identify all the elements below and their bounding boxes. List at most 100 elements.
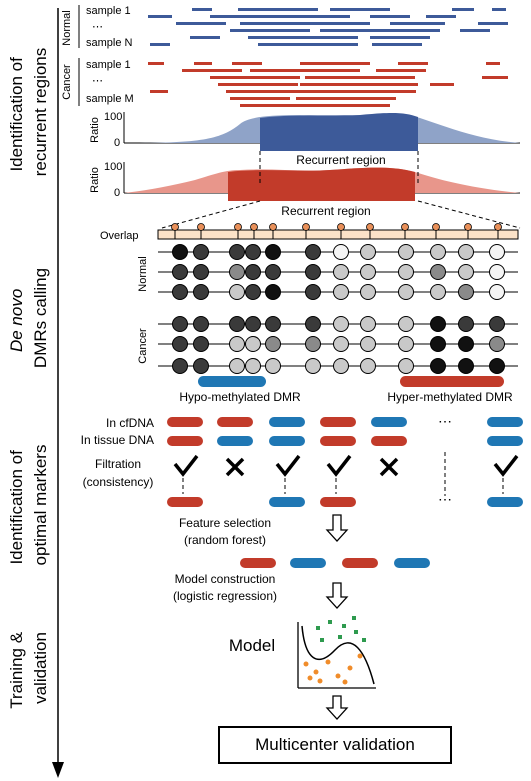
overlap-pin-head <box>366 223 374 231</box>
cancer-recurrent-fill <box>228 167 415 193</box>
cpg-site <box>458 244 474 260</box>
cancer-read <box>296 97 396 100</box>
check-icon <box>326 454 352 477</box>
cpg-site <box>245 336 261 352</box>
normal-recurrent-fill <box>260 112 418 143</box>
cancer-read <box>430 83 454 86</box>
kept-marker <box>487 497 523 507</box>
normal-read <box>258 43 358 46</box>
cpg-site <box>489 336 505 352</box>
normal-reads <box>148 8 508 46</box>
cancer-read <box>486 62 500 65</box>
cfdna-marker <box>371 417 407 427</box>
cancer-read <box>300 83 418 86</box>
cpg-site <box>265 336 281 352</box>
normal-ratio-label: Ratio <box>89 117 101 143</box>
cpg-site <box>489 264 505 280</box>
cpg-site <box>305 284 321 300</box>
tissue-marker <box>320 436 356 446</box>
selected-marker <box>394 558 430 568</box>
model-point-orange <box>342 679 348 685</box>
model-point-green <box>352 616 356 620</box>
model-point-green <box>338 635 342 639</box>
cpg-site <box>333 284 349 300</box>
cancer-read <box>240 104 390 107</box>
model-label: Model <box>229 636 275 655</box>
check-icon <box>173 454 199 477</box>
cross-icon <box>379 457 399 477</box>
cfdna-marker <box>167 417 203 427</box>
cpg-site <box>193 284 209 300</box>
cancer-tick-0: 0 <box>114 187 120 199</box>
cpg-site <box>305 316 321 332</box>
cpg-site <box>430 244 446 260</box>
stage-arrow-head <box>52 762 64 778</box>
model-point-orange <box>347 665 353 671</box>
tissue-marker <box>487 436 523 446</box>
model-point-green <box>316 626 320 630</box>
tissue-label: In tissue DNA <box>81 433 154 447</box>
overlap-pin-head <box>234 223 242 231</box>
cpg-site <box>489 244 505 260</box>
check-icon <box>493 454 519 477</box>
cpg-site <box>333 264 349 280</box>
normal-dots: ⋯ <box>92 21 103 33</box>
cancer-read <box>194 62 212 65</box>
cancer-read <box>150 90 168 93</box>
cpg-site <box>333 316 349 332</box>
cfdna-marker <box>320 417 356 427</box>
model-point-orange <box>335 673 341 679</box>
tissue-marker <box>167 436 203 446</box>
cpg-site <box>229 358 245 374</box>
kept-marker <box>167 497 203 507</box>
overlap-bar <box>157 229 519 240</box>
cpg-site <box>245 284 261 300</box>
overlap-pin-head <box>269 223 277 231</box>
cpg-site <box>458 358 474 374</box>
cancer-read <box>210 76 300 79</box>
overlap-pin-head <box>171 223 179 231</box>
markers-panel: In cfDNA In tissue DNA Filtration (consi… <box>81 413 523 609</box>
normal-read <box>452 8 474 11</box>
cpg-site <box>229 316 245 332</box>
normal-read <box>492 8 506 11</box>
cpg-site <box>398 284 414 300</box>
cpg-site <box>305 264 321 280</box>
model-point-orange <box>307 675 313 681</box>
cancer-ratio-label: Ratio <box>89 167 101 193</box>
cpg-site <box>398 316 414 332</box>
overlap-pin-head <box>464 223 472 231</box>
model-point-green <box>320 638 324 642</box>
check-icon <box>275 454 301 477</box>
model-point-green <box>342 624 346 628</box>
cpg-site <box>172 316 188 332</box>
feature-label-1: Feature selection <box>179 516 271 530</box>
overlap-pins <box>171 223 502 239</box>
kept-marker <box>269 497 305 507</box>
selected-marker <box>240 558 276 568</box>
normal-read <box>230 29 310 32</box>
cpg-site <box>305 336 321 352</box>
cpg-site <box>458 336 474 352</box>
cpg-site <box>430 336 446 352</box>
cpg-site <box>229 284 245 300</box>
tissue-marker <box>269 436 305 446</box>
model-label-2: (logistic regression) <box>173 589 277 603</box>
cpg-site <box>360 358 376 374</box>
dash-to-overlap-right <box>417 200 521 229</box>
cancer-read <box>398 62 428 65</box>
normal-read <box>190 36 220 39</box>
cancer-read <box>226 90 416 93</box>
cfdna-label: In cfDNA <box>106 416 154 430</box>
cpg-site <box>398 244 414 260</box>
cpg-rows <box>158 244 518 374</box>
model-label-1: Model construction <box>175 572 276 586</box>
cancer-read <box>232 62 262 65</box>
cpg-site <box>398 264 414 280</box>
normal-read <box>150 43 170 46</box>
overlap-pin-head <box>302 223 310 231</box>
normal-read <box>238 8 318 11</box>
feature-label-2: (random forest) <box>184 533 266 547</box>
cpg-site <box>265 284 281 300</box>
marker-ellipsis: ⋯ <box>438 491 452 507</box>
